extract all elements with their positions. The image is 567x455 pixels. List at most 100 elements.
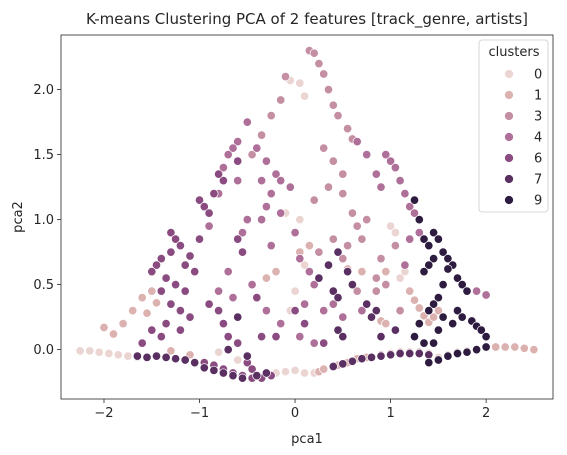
legend-marker-9 [504,195,514,205]
data-point-cluster-7 [371,306,381,316]
data-point-cluster-7 [333,247,343,257]
data-point-cluster-4 [371,169,381,179]
data-point-cluster-7 [390,325,400,335]
data-point-cluster-6 [204,208,214,218]
data-point-cluster-7 [180,355,190,365]
data-point-cluster-4 [400,260,410,270]
data-point-cluster-4 [257,215,267,225]
data-point-cluster-6 [233,338,243,348]
data-point-cluster-4 [328,299,338,309]
data-point-cluster-1 [142,308,152,318]
data-point-cluster-4 [295,254,305,264]
data-point-cluster-4 [357,306,367,316]
data-point-cluster-1 [108,329,119,339]
data-point-cluster-4 [362,150,372,160]
data-point-cluster-7 [237,373,248,383]
data-point-cluster-4 [233,176,243,186]
data-point-cluster-1 [151,298,162,308]
data-point-cluster-3 [247,150,257,160]
data-point-cluster-6 [171,280,181,290]
data-point-cluster-6 [194,195,205,205]
data-point-cluster-3 [328,100,338,110]
data-point-cluster-1 [128,306,138,316]
data-point-cluster-3 [381,280,391,290]
data-point-cluster-9 [457,312,467,322]
y-axis-label: pca2 [11,201,26,233]
data-point-cluster-4 [309,280,319,290]
data-point-cluster-0 [300,91,310,101]
data-point-cluster-9 [429,228,439,238]
data-point-cluster-6 [214,169,224,179]
data-point-cluster-6 [194,234,205,244]
data-point-cluster-7 [366,352,377,362]
data-point-cluster-9 [476,325,486,335]
data-point-cluster-3 [257,130,267,140]
data-point-cluster-9 [452,348,463,359]
chart-title: K-means Clustering PCA of 2 features [tr… [86,10,528,29]
data-point-cluster-7 [405,348,415,359]
legend-label-6: 6 [534,152,542,167]
data-point-cluster-6 [185,312,195,322]
data-point-cluster-6 [290,306,300,316]
data-point-cluster-4 [300,299,310,309]
data-point-cluster-4 [472,286,482,296]
x-tick-label: −2 [94,406,113,421]
data-point-cluster-1 [491,342,501,352]
data-point-cluster-7 [228,371,238,381]
data-point-cluster-0 [386,221,396,231]
data-point-cluster-6 [185,251,195,261]
data-point-cluster-4 [285,182,295,192]
data-point-cluster-1 [414,303,424,313]
legend-entries: 0 1 3 4 6 7 9 [504,68,542,209]
data-point-cluster-9 [481,342,491,352]
data-point-cluster-7 [343,267,353,277]
data-point-cluster-1 [433,306,443,316]
data-point-cluster-1 [304,241,314,251]
data-point-cluster-9 [419,267,429,277]
data-point-cluster-9 [438,312,448,322]
legend-label-3: 3 [534,110,542,125]
data-point-cluster-7 [323,260,334,270]
data-point-cluster-4 [390,163,400,173]
data-point-cluster-9 [457,280,467,290]
data-point-cluster-9 [409,332,420,342]
data-point-cluster-4 [290,228,300,238]
data-point-cluster-4 [242,117,252,127]
data-point-cluster-7 [151,351,162,361]
data-point-cluster-1 [529,345,539,355]
data-point-cluster-4 [261,156,271,166]
data-point-cluster-4 [228,293,238,303]
data-point-cluster-9 [424,241,434,251]
data-point-cluster-7 [338,359,348,369]
data-point-cluster-9 [414,215,424,225]
data-point-cluster-6 [137,338,147,348]
data-point-cluster-3 [266,111,276,121]
data-point-cluster-1 [500,342,510,352]
data-point-cluster-7 [347,356,357,366]
data-point-cluster-9 [448,319,458,329]
data-point-cluster-3 [314,59,324,69]
ticks-layer: −2 −1 0 1 2 0.0 0.5 1.0 1.5 2.0 [33,83,490,421]
data-point-cluster-6 [204,299,214,309]
x-tick-label: 1 [386,406,394,421]
data-point-cluster-6 [237,247,248,257]
data-point-cluster-4 [276,208,286,218]
data-point-cluster-4 [319,306,329,316]
data-point-cluster-3 [319,143,329,153]
data-point-cluster-7 [366,312,377,322]
data-point-cluster-7 [376,351,386,361]
data-point-cluster-6 [214,306,224,316]
data-point-cluster-3 [309,48,319,58]
legend-box [478,39,549,213]
data-point-cluster-4 [276,176,286,186]
data-point-cluster-4 [352,137,362,147]
data-point-cluster-6 [175,306,185,316]
data-point-cluster-1 [261,273,271,283]
data-point-cluster-3 [376,254,386,264]
x-tick-label: 2 [482,406,490,421]
data-point-cluster-4 [481,290,491,300]
data-point-cluster-6 [147,267,157,277]
data-point-cluster-1 [271,267,281,277]
data-point-cluster-6 [166,247,176,257]
